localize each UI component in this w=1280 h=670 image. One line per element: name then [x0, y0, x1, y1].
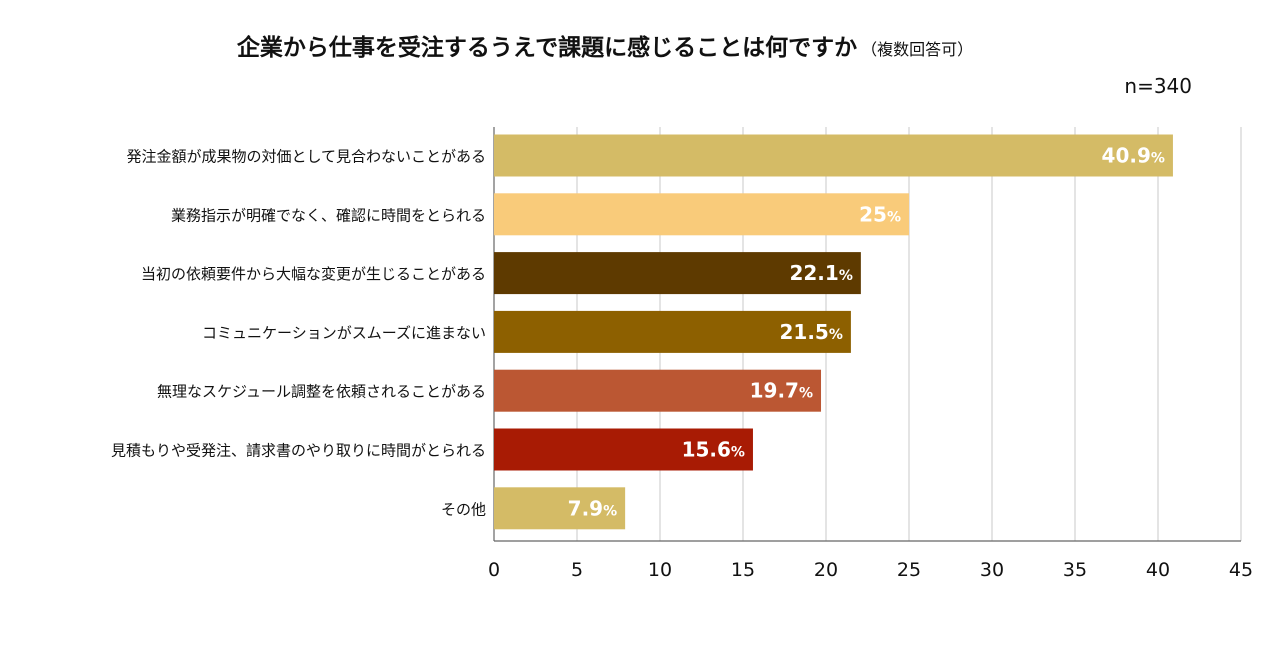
- x-tick-label: 15: [731, 559, 755, 581]
- x-tick-label: 35: [1063, 559, 1087, 581]
- data-label-unit: %: [799, 386, 813, 402]
- sample-size-label: n=340: [1124, 74, 1192, 98]
- category-label: その他: [441, 500, 486, 518]
- data-label: 7.9%: [568, 496, 617, 520]
- x-tick-label: 5: [571, 559, 583, 581]
- category-label: コミュニケーションがスムーズに進まない: [202, 324, 486, 342]
- data-label: 15.6%: [682, 438, 745, 462]
- category-label: 業務指示が明確でなく、確認に時間をとられる: [171, 206, 486, 224]
- data-label-unit: %: [887, 209, 901, 225]
- x-axis-ticks: 0 5 10 15 20 25 30 35 40 45: [488, 559, 1253, 581]
- x-tick-label: 20: [814, 559, 838, 581]
- data-label-value: 25: [859, 202, 887, 226]
- data-label-value: 7.9: [568, 496, 603, 520]
- chart-title: 企業から仕事を受注するうえで課題に感じることは何ですか （複数回答可）: [0, 28, 1210, 62]
- bar: [494, 428, 753, 471]
- x-tick-label: 30: [980, 559, 1004, 581]
- data-label-unit: %: [839, 268, 853, 284]
- category-label: 発注金額が成果物の対価として見合わないことがある: [126, 148, 486, 166]
- data-label-unit: %: [731, 445, 745, 461]
- data-label: 40.9%: [1102, 144, 1165, 168]
- category-labels: 発注金額が成果物の対価として見合わないことがある業務指示が明確でなく、確認に時間…: [111, 148, 486, 519]
- data-label: 25%: [859, 202, 901, 226]
- bar: [494, 487, 626, 530]
- chart-title-text: 企業から仕事を受注するうえで課題に感じることは何ですか: [236, 35, 858, 61]
- x-tick-label: 10: [648, 559, 672, 581]
- data-label-value: 40.9: [1102, 144, 1151, 168]
- category-label: 無理なスケジュール調整を依頼されることがある: [157, 383, 486, 401]
- category-label: 見積もりや受発注、請求書のやり取りに時間がとられる: [111, 442, 486, 460]
- data-label-value: 15.6: [682, 438, 731, 462]
- bars: 40.9%25%22.1%21.5%19.7%15.6%7.9%: [494, 134, 1173, 530]
- data-label: 22.1%: [789, 261, 852, 285]
- data-label: 21.5%: [780, 320, 843, 344]
- bar: [494, 134, 1173, 177]
- bar: [494, 310, 851, 353]
- x-tick-label: 0: [488, 559, 500, 581]
- category-label: 当初の依頼要件から大幅な変更が生じることがある: [141, 265, 486, 283]
- data-label-unit: %: [1151, 151, 1165, 167]
- bar: [494, 252, 861, 295]
- x-tick-label: 25: [897, 559, 921, 581]
- data-label-value: 21.5: [780, 320, 829, 344]
- bar: [494, 193, 909, 236]
- data-label-unit: %: [829, 327, 843, 343]
- chart-title-note: （複数回答可）: [861, 40, 974, 59]
- data-label: 19.7%: [750, 379, 813, 403]
- data-label-unit: %: [603, 503, 617, 519]
- bar: [494, 369, 822, 412]
- data-label-value: 19.7: [750, 379, 799, 403]
- data-label-value: 22.1: [789, 261, 838, 285]
- x-tick-label: 45: [1229, 559, 1253, 581]
- x-tick-label: 40: [1146, 559, 1170, 581]
